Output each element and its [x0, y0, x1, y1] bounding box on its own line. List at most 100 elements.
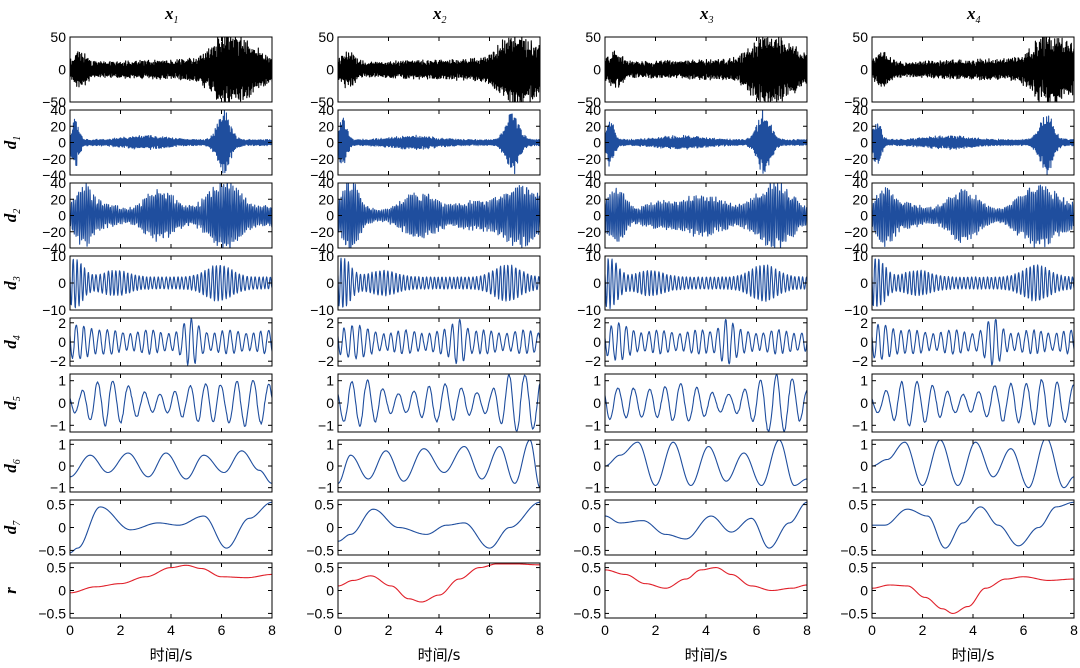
y-tick-label: −0.5 [573, 542, 601, 558]
y-tick-label: 2 [860, 315, 868, 331]
series-line-x-x2 [338, 37, 540, 102]
series-line-d5-x2 [338, 374, 540, 432]
y-tick-label: 50 [318, 29, 334, 45]
y-tick-label: 0 [326, 135, 334, 151]
x-tick-label: 6 [1020, 622, 1028, 638]
series-line-d1-x4 [872, 115, 1074, 175]
subplot-d4-x1: 2 0 −2 [50, 315, 273, 369]
subplot-d4-x2: 2 0 −2 [318, 315, 541, 369]
subplot-d5-x3: 1 0 −1 [585, 373, 808, 433]
x-axis-label-4: 时间/s [952, 646, 995, 664]
series-line-d7-x1 [70, 501, 272, 554]
y-tick-label: 0 [860, 62, 868, 78]
x-tick-label: 6 [486, 622, 494, 638]
y-tick-label: −0.5 [38, 542, 66, 558]
y-tick-label: 0 [58, 62, 66, 78]
y-tick-label: −10 [577, 302, 601, 318]
y-tick-label: 1 [593, 373, 601, 389]
subplot-x-x3: 50 0 −50 [577, 29, 808, 110]
series-line-d5-x1 [70, 380, 272, 427]
y-tick-label: −1 [318, 417, 334, 433]
series-line-r-x2 [338, 563, 540, 603]
y-tick-label: 0 [58, 520, 66, 536]
y-tick-label: −20 [844, 151, 868, 167]
x-axis-label-3: 时间/s [685, 646, 728, 664]
y-tick-label: 0 [593, 62, 601, 78]
y-tick-label: 20 [318, 191, 334, 207]
y-tick-label: 0.5 [582, 560, 602, 576]
y-tick-label: −2 [852, 353, 868, 369]
row-label-d2: d2 [1, 209, 23, 223]
y-tick-label: −20 [310, 224, 334, 240]
series-line-d2-x3 [605, 183, 807, 248]
subplot-d7-x4: 0.5 0 −0.5 [840, 497, 1075, 558]
series-line-d7-x2 [338, 501, 540, 549]
y-tick-label: 40 [852, 102, 868, 118]
y-tick-label: 0 [58, 395, 66, 411]
row-label-d6: d6 [1, 459, 23, 473]
y-tick-label: 1 [326, 436, 334, 452]
y-tick-label: −10 [310, 302, 334, 318]
y-tick-label: 20 [585, 118, 601, 134]
y-tick-label: 20 [585, 191, 601, 207]
x-tick-label: 6 [753, 622, 761, 638]
x-axis-label-1: 时间/s [150, 646, 193, 664]
x-tick-label: 8 [803, 622, 811, 638]
x-tick-label: 8 [1070, 622, 1078, 638]
svg-text:d1: d1 [1, 136, 23, 150]
subplot-d4-x3: 2 0 −2 [585, 315, 808, 369]
y-tick-label: 0 [593, 275, 601, 291]
subplot-x-x1: 50 0 −50 [42, 29, 273, 110]
axis-frame [871, 317, 1075, 367]
subplot-d3-x3: 10 0 −10 [577, 248, 808, 318]
svg-text:d7: d7 [1, 520, 23, 535]
y-tick-label: 40 [318, 175, 334, 191]
x-axis-label-2: 时间/s [418, 646, 461, 664]
y-tick-label: 1 [593, 436, 601, 452]
column-title-2: x2 [432, 4, 447, 26]
x-tick-label: 0 [601, 622, 609, 638]
y-tick-label: −10 [42, 302, 66, 318]
series-line-r-x3 [605, 567, 807, 592]
y-tick-label: 0 [326, 458, 334, 474]
column-title-3: x3 [699, 4, 714, 26]
subplot-d6-x3: 1 0 −1 [585, 436, 808, 496]
svg-text:d2: d2 [1, 209, 23, 223]
x-tick-label: 2 [652, 622, 660, 638]
series-line-d4-x4 [872, 318, 1074, 366]
y-tick-label: 1 [860, 436, 868, 452]
y-tick-label: −1 [50, 417, 66, 433]
x-tick-label: 0 [868, 622, 876, 638]
subplot-x-x4: 50 0 −50 [844, 29, 1075, 110]
y-tick-label: −50 [42, 94, 66, 110]
subplot-x-x2: 50 0 −50 [310, 29, 541, 110]
y-tick-label: −1 [585, 480, 601, 496]
svg-text:r: r [1, 587, 20, 594]
axis-frame [69, 499, 273, 556]
series-line-d6-x2 [338, 440, 540, 489]
y-tick-label: −2 [50, 353, 66, 369]
series-line-d7-x3 [605, 501, 807, 549]
y-tick-label: −40 [577, 240, 601, 256]
svg-text:d5: d5 [1, 396, 23, 410]
y-tick-label: 50 [50, 29, 66, 45]
y-tick-label: −40 [310, 167, 334, 183]
y-tick-label: 20 [852, 118, 868, 134]
y-tick-label: −20 [310, 151, 334, 167]
x-tick-label: 8 [536, 622, 544, 638]
svg-text:d4: d4 [1, 335, 23, 349]
y-tick-label: 0 [326, 334, 334, 350]
x-tick-label: 0 [334, 622, 342, 638]
x-tick-label: 0 [66, 622, 74, 638]
y-tick-label: 0 [860, 208, 868, 224]
y-tick-label: 0 [593, 395, 601, 411]
series-line-d6-x4 [872, 440, 1074, 489]
series-line-d3-x2 [338, 257, 540, 308]
y-tick-label: −0.5 [38, 605, 66, 621]
subplot-d3-x2: 10 0 −10 [310, 248, 541, 318]
